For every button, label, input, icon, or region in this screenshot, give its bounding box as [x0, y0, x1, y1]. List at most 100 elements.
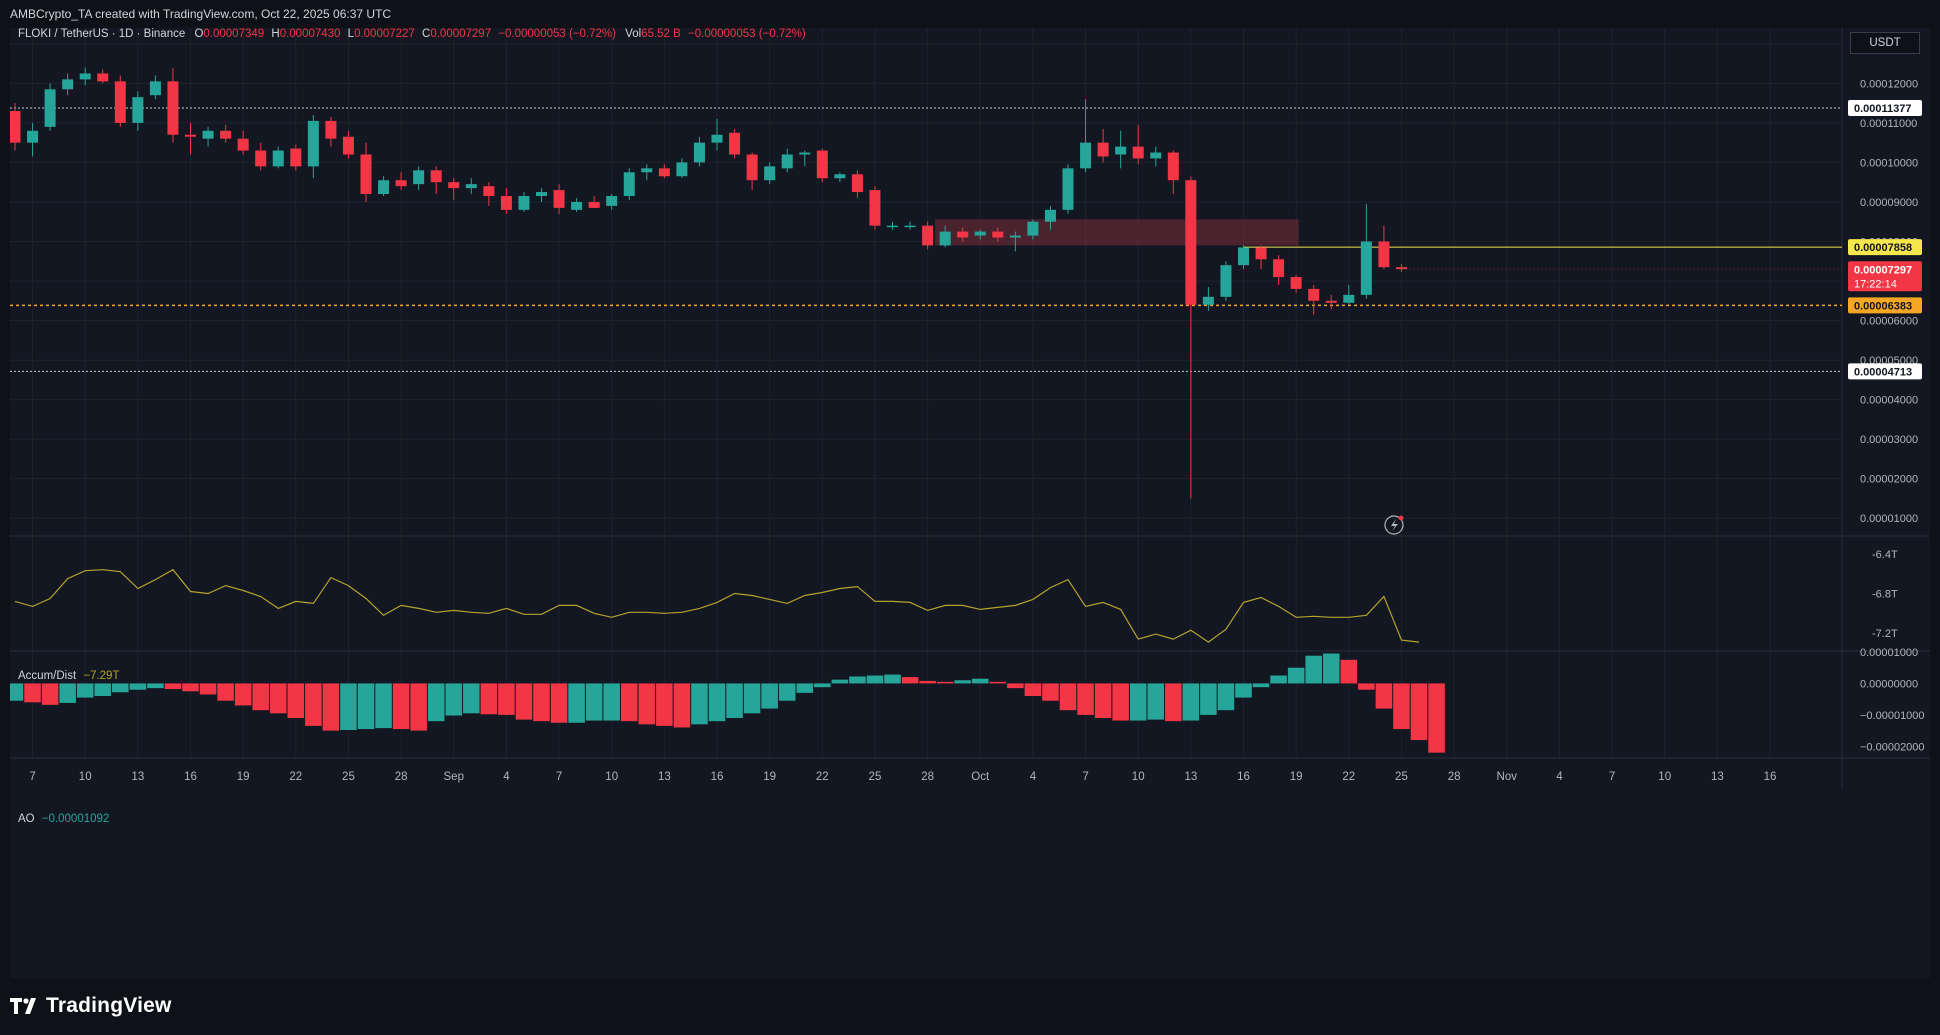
ao-bar	[550, 683, 568, 723]
time-tick-label: 13	[131, 771, 144, 783]
ao-bar	[1393, 683, 1410, 730]
candle-body	[1202, 296, 1214, 305]
ao-bar	[989, 681, 1007, 684]
low-label: L	[347, 28, 355, 40]
ao-bar	[585, 683, 603, 721]
vol-value: 65.52 B	[641, 28, 681, 40]
ao-bar	[112, 683, 129, 693]
candle-body	[518, 196, 530, 210]
ad-tick-label: -6.8T	[1872, 589, 1898, 601]
candle-body	[1097, 142, 1109, 157]
time-tick-label: 13	[1184, 771, 1197, 783]
ao-bar	[1410, 683, 1428, 741]
candle-body	[448, 182, 460, 189]
tradingview-logo[interactable]: TradingView	[10, 994, 172, 1018]
candle-body	[1308, 288, 1320, 301]
candle-body	[939, 231, 951, 246]
price-tick-label: 0.00009000	[1860, 197, 1918, 209]
candle-body	[185, 134, 196, 137]
time-tick-label: 7	[556, 771, 562, 783]
candle-body	[220, 130, 232, 139]
price-label-text: 0.00007297	[1854, 264, 1912, 276]
ao-tick-label: 0.00000000	[1860, 678, 1918, 690]
ao-bar	[1217, 683, 1235, 711]
ao-bar	[1165, 683, 1182, 722]
candle-body	[658, 168, 670, 177]
candle-body	[149, 81, 161, 96]
candle-body	[764, 166, 776, 181]
candle-body	[430, 170, 442, 183]
ao-bar	[182, 683, 199, 692]
candle-body	[1325, 300, 1337, 303]
candle-body	[1044, 209, 1056, 222]
chart-canvas[interactable]: 0.000130000.000120000.000110000.00010000…	[6, 28, 1930, 978]
vol-label: Vol	[625, 28, 642, 40]
ao-bar	[234, 683, 252, 706]
time-tick-label: 10	[1132, 771, 1145, 783]
candle-body	[781, 154, 793, 169]
time-tick-label: 22	[1342, 771, 1355, 783]
ao-bar	[147, 683, 164, 689]
ao-bar	[884, 674, 901, 684]
time-tick-label: 7	[29, 771, 35, 783]
price-label-badge	[1848, 99, 1922, 116]
ao-bar	[94, 683, 112, 697]
time-tick-label: 16	[184, 771, 197, 783]
time-tick-label: 7	[1082, 771, 1088, 783]
ao-bar	[620, 683, 638, 722]
close-label: C	[422, 28, 431, 40]
candle-body	[623, 172, 635, 197]
price-label-badge	[1848, 239, 1922, 256]
price-tick-label: 0.00012000	[1860, 78, 1918, 90]
candle-body	[729, 132, 741, 155]
ao-bar	[305, 683, 322, 726]
ad-tick-label: -6.4T	[1872, 549, 1898, 561]
ao-bar	[1358, 683, 1375, 690]
candle-body	[272, 150, 284, 167]
time-tick-label: 25	[1395, 771, 1408, 783]
candle-body	[9, 111, 21, 143]
time-tick-label: 19	[763, 771, 776, 783]
candle-body	[202, 130, 214, 139]
ad-legend: Accum/Dist −7.29T	[18, 670, 119, 682]
ao-bar	[831, 679, 849, 684]
candle-body	[711, 134, 723, 143]
candle-body	[816, 150, 828, 179]
candle-body	[114, 81, 126, 123]
ao-bar	[252, 683, 269, 711]
time-tick-label: 10	[1658, 771, 1671, 783]
candle-body	[1360, 241, 1372, 295]
price-label-badge	[1848, 261, 1922, 292]
header-bar: AMBCrypto_TA created with TradingView.co…	[0, 0, 1940, 28]
candle-body	[676, 162, 688, 177]
time-tick-label: 28	[1448, 771, 1461, 783]
candle-body	[97, 73, 109, 82]
price-label-badge	[1848, 297, 1922, 314]
ao-bar	[726, 683, 743, 719]
candle-body	[851, 174, 863, 193]
time-tick-label: 10	[605, 771, 618, 783]
low-value: 0.00007227	[354, 28, 415, 40]
ao-bar	[691, 683, 708, 725]
ao-bar	[1322, 653, 1340, 684]
ao-bar	[1428, 683, 1445, 753]
time-tick-label: 22	[289, 771, 302, 783]
candle-body	[1378, 241, 1390, 268]
candle-body	[746, 154, 758, 181]
ao-bar	[1252, 683, 1270, 688]
price-label-text: 0.00006383	[1854, 300, 1912, 312]
currency-button[interactable]: USDT	[1850, 32, 1920, 54]
ao-bar	[1147, 683, 1165, 720]
candle-body	[1115, 146, 1127, 155]
ao-bar	[743, 683, 761, 714]
ao-bar	[796, 683, 814, 693]
ao-tick-label: 0.00001000	[1860, 647, 1918, 659]
ao-bar	[656, 683, 673, 726]
candle-body	[237, 138, 249, 151]
ao-bar	[1340, 659, 1358, 684]
ao-title: AO	[18, 813, 35, 825]
candle-body	[1220, 265, 1232, 297]
chart-area[interactable]: 0.000130000.000120000.000110000.00010000…	[6, 28, 1930, 978]
notification-dot	[1398, 515, 1404, 521]
ao-bar	[1287, 667, 1305, 684]
